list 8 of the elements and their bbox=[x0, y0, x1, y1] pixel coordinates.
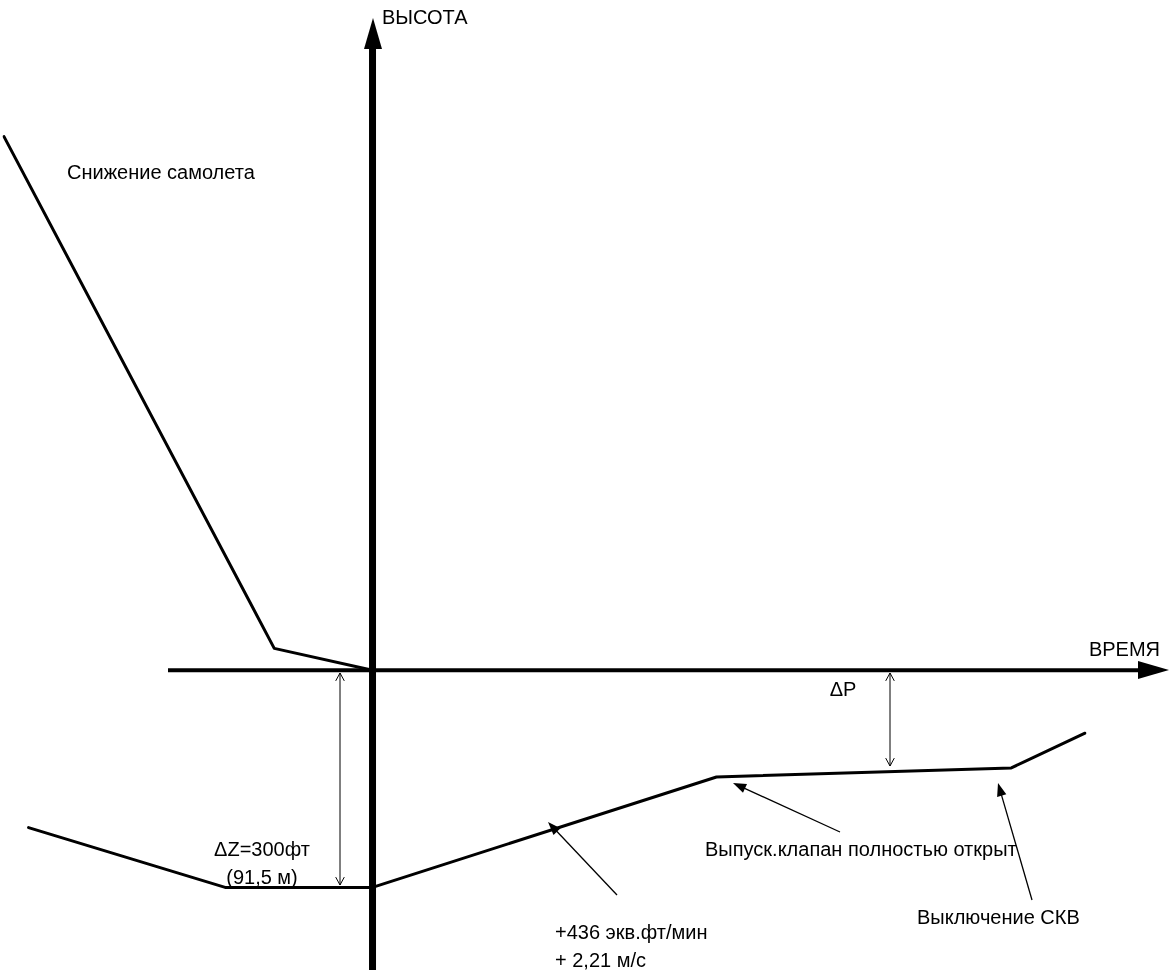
annotation: ВРЕМЯ bbox=[1088, 637, 1160, 660]
series-label: Снижение самолета bbox=[67, 161, 256, 184]
text: ВЫСОТА bbox=[382, 5, 469, 28]
annotation: Выпуск.клапан полностью открыт bbox=[705, 837, 1017, 860]
annotation: ΔP bbox=[829, 677, 857, 700]
text: +436 экв.фт/мин + 2,21 м/с bbox=[555, 920, 708, 971]
annotation: ΔZ=300фт (91,5 м) bbox=[214, 837, 310, 888]
text: Выключение СКВ bbox=[917, 905, 1080, 928]
